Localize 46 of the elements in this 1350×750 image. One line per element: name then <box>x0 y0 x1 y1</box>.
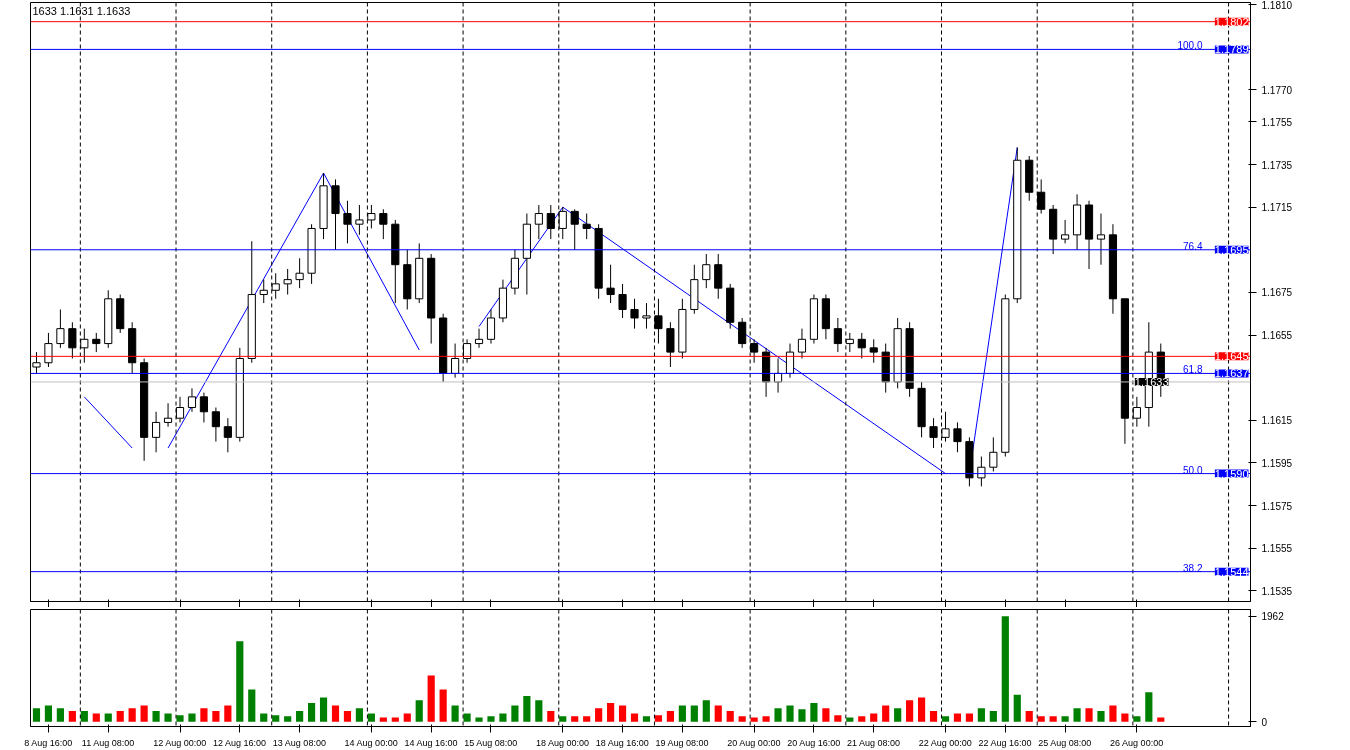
y-tick-label: 0 <box>1261 716 1268 728</box>
x-tick-label: 22 Aug 16:00 <box>978 737 1032 748</box>
x-tick-label: 26 Aug 00:00 <box>1110 737 1164 748</box>
x-tick-label: 20 Aug 16:00 <box>787 737 841 748</box>
y-tick-label: 1.1615 <box>1261 415 1293 427</box>
ref-line-label: 1.1695 <box>1214 243 1249 256</box>
x-tick-label: 8 Aug 16:00 <box>24 737 73 748</box>
y-tick-label: 1.1770 <box>1261 84 1293 96</box>
y-tick-label: 1.1575 <box>1261 500 1293 512</box>
x-tick-label: 11 Aug 08:00 <box>81 737 135 748</box>
y-tick-label: 1.1595 <box>1261 457 1293 469</box>
ref-line-label: 1.1645 <box>1214 350 1249 363</box>
y-tick-label: 1.1535 <box>1261 585 1293 597</box>
x-tick-label: 12 Aug 16:00 <box>213 737 267 748</box>
ref-line-label: 1.1802 <box>1214 15 1249 28</box>
x-tick-label: 18 Aug 00:00 <box>535 737 590 748</box>
x-tick-label: 18 Aug 16:00 <box>595 737 649 748</box>
y-tick-label: 1.1655 <box>1261 330 1293 342</box>
x-tick-label: 13 Aug 08:00 <box>272 737 326 748</box>
x-tick-label: 15 Aug 08:00 <box>464 737 518 748</box>
y-tick-label: 1.1755 <box>1261 116 1293 128</box>
y-tick-label: 1962 <box>1261 611 1285 623</box>
y-tick-label: 1.1675 <box>1261 287 1293 299</box>
ref-line-label: 1.1637 <box>1214 367 1249 380</box>
annotation: 100.0 <box>1177 40 1203 52</box>
annotation: 50.0 <box>1183 464 1203 476</box>
y-tick-label: 1.1715 <box>1261 202 1293 214</box>
x-tick-label: 21 Aug 08:00 <box>846 737 901 748</box>
ref-line-label: 1.1789 <box>1214 43 1249 56</box>
y-tick-label: 1.1735 <box>1261 159 1293 171</box>
x-tick-label: 14 Aug 00:00 <box>344 737 398 748</box>
x-tick-label: 19 Aug 08:00 <box>655 737 709 748</box>
annotation: 1633 1.1631 1.1633 <box>32 4 131 17</box>
annotation: 61.8 <box>1183 364 1203 376</box>
x-tick-label: 25 Aug 08:00 <box>1038 737 1092 748</box>
ref-line-label: 1.1544 <box>1214 565 1249 578</box>
x-tick-label: 22 Aug 00:00 <box>918 737 972 748</box>
y-tick-label: 1.1555 <box>1261 543 1293 555</box>
x-tick-label: 12 Aug 00:00 <box>153 737 207 748</box>
ref-line-label: 1.1590 <box>1214 467 1249 480</box>
x-tick-label: 14 Aug 16:00 <box>404 737 458 748</box>
annotation: 38.2 <box>1183 562 1203 574</box>
y-tick-label: 1.1810 <box>1261 0 1293 11</box>
ref-line-label: 1.1633 <box>1134 375 1169 388</box>
annotation: 76.4 <box>1183 240 1203 252</box>
x-tick-label: 20 Aug 00:00 <box>727 737 781 748</box>
